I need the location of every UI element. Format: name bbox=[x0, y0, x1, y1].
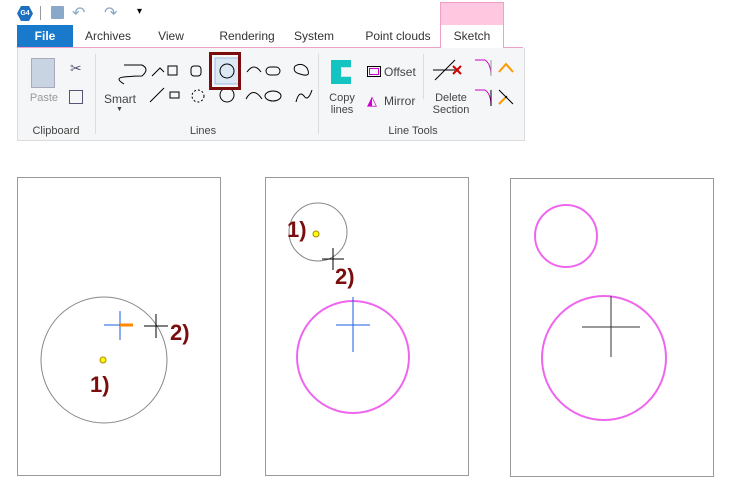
center-point bbox=[99, 356, 107, 364]
step-1-label: 1) bbox=[287, 217, 307, 242]
divider bbox=[40, 6, 41, 20]
tab-system[interactable]: System bbox=[293, 29, 334, 43]
cursor-cross bbox=[322, 248, 344, 270]
tab-archives[interactable]: Archives bbox=[84, 29, 131, 43]
clipboard-group-label: Clipboard bbox=[32, 125, 80, 137]
circle-center-icon bbox=[219, 63, 235, 79]
trim-icons bbox=[433, 59, 514, 107]
tab-file[interactable]: File bbox=[17, 25, 73, 47]
tab-sketch[interactable]: Sketch bbox=[440, 2, 504, 49]
freeform-icon bbox=[293, 63, 309, 76]
arc-icon bbox=[246, 66, 262, 73]
quick-access-toolbar: G4 ↶ ↷ ▾ bbox=[0, 0, 523, 25]
line-icon bbox=[149, 87, 165, 103]
offset-icon bbox=[367, 66, 381, 77]
step-2-label: 2) bbox=[170, 320, 190, 345]
divider bbox=[95, 54, 96, 134]
center-point bbox=[312, 230, 320, 238]
smart-button[interactable]: Smart bbox=[103, 92, 136, 106]
save-icon[interactable] bbox=[51, 6, 64, 19]
rect-offset-icon bbox=[169, 91, 180, 99]
mirror-icon: ◭ bbox=[367, 93, 377, 108]
preview-circle bbox=[288, 202, 348, 262]
mirror-button[interactable]: Mirror bbox=[384, 94, 416, 108]
copy-lines-icon[interactable] bbox=[331, 60, 351, 84]
divider bbox=[318, 54, 319, 134]
slot-icon bbox=[265, 66, 281, 76]
lines-group-label: Lines bbox=[189, 125, 217, 137]
ribbon: Paste ✂ Clipboard Smart ▼ Lines Copy line… bbox=[17, 48, 525, 141]
blue-cursor-cross bbox=[336, 297, 370, 352]
delete-section-button[interactable]: Delete Section bbox=[432, 92, 470, 116]
arc-3pt-icon bbox=[245, 92, 263, 100]
rounded-rect-icon bbox=[190, 65, 202, 77]
redo-icon[interactable]: ↷ bbox=[104, 5, 118, 22]
copy-lines-button[interactable]: Copy lines bbox=[329, 92, 355, 116]
spline-icon bbox=[295, 89, 313, 103]
copy-icon[interactable] bbox=[69, 90, 83, 104]
result-circle bbox=[541, 295, 667, 421]
step-panel-2 bbox=[265, 177, 469, 476]
cut-icon[interactable]: ✂ bbox=[70, 60, 82, 76]
polyline-icon bbox=[151, 67, 165, 77]
circle-tool-selected[interactable] bbox=[209, 52, 241, 90]
line-tools-icons bbox=[118, 57, 313, 103]
offset-button[interactable]: Offset bbox=[384, 65, 416, 79]
paste-button[interactable]: Paste bbox=[29, 92, 59, 104]
result-circle bbox=[534, 204, 598, 268]
tab-rendering[interactable]: Rendering bbox=[219, 29, 275, 43]
ribbon-tabs: File Archives View Rendering System Poin… bbox=[17, 2, 523, 49]
ellipse-icon bbox=[264, 90, 282, 102]
line-tools-group-label: Line Tools bbox=[388, 125, 438, 137]
polygon-icon bbox=[191, 89, 205, 103]
paste-icon[interactable] bbox=[31, 58, 55, 88]
tab-point-clouds[interactable]: Point clouds bbox=[365, 29, 431, 43]
preview-circle bbox=[40, 296, 168, 424]
app-logo: G4 bbox=[17, 6, 33, 21]
undo-icon[interactable]: ↶ bbox=[72, 5, 86, 22]
tab-view[interactable]: View bbox=[158, 29, 184, 43]
polyline-arc-icon bbox=[118, 64, 147, 85]
cursor-cross bbox=[582, 296, 640, 357]
cursor-cross bbox=[144, 314, 168, 338]
step-1-label: 1) bbox=[90, 372, 110, 397]
step-2-label: 2) bbox=[335, 264, 355, 289]
blue-cursor-cross bbox=[104, 311, 121, 340]
smart-dropdown-icon[interactable]: ▼ bbox=[116, 106, 123, 113]
divider bbox=[423, 54, 424, 99]
customize-icon[interactable]: ▾ bbox=[137, 6, 143, 17]
rectangle-icon bbox=[167, 65, 178, 76]
